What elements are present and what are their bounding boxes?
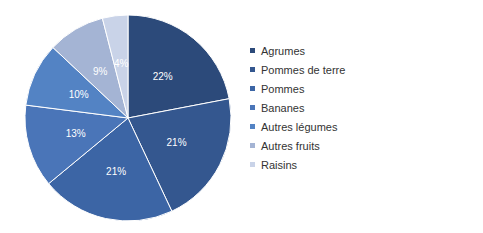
svg-text:10%: 10% — [69, 89, 89, 100]
svg-text:Agrumes: Agrumes — [261, 45, 306, 57]
svg-text:Pommes: Pommes — [261, 83, 305, 95]
svg-text:Autres fruits: Autres fruits — [261, 140, 320, 152]
svg-text:Pommes de terre: Pommes de terre — [261, 64, 345, 76]
svg-text:21%: 21% — [167, 137, 187, 148]
svg-text:Raisins: Raisins — [261, 159, 298, 171]
svg-text:Bananes: Bananes — [261, 102, 305, 114]
svg-text:22%: 22% — [153, 71, 173, 82]
svg-text:Autres légumes: Autres légumes — [261, 121, 338, 133]
svg-text:9%: 9% — [93, 66, 108, 77]
svg-text:4%: 4% — [114, 58, 129, 69]
svg-text:21%: 21% — [106, 166, 126, 177]
svg-text:13%: 13% — [66, 128, 86, 139]
